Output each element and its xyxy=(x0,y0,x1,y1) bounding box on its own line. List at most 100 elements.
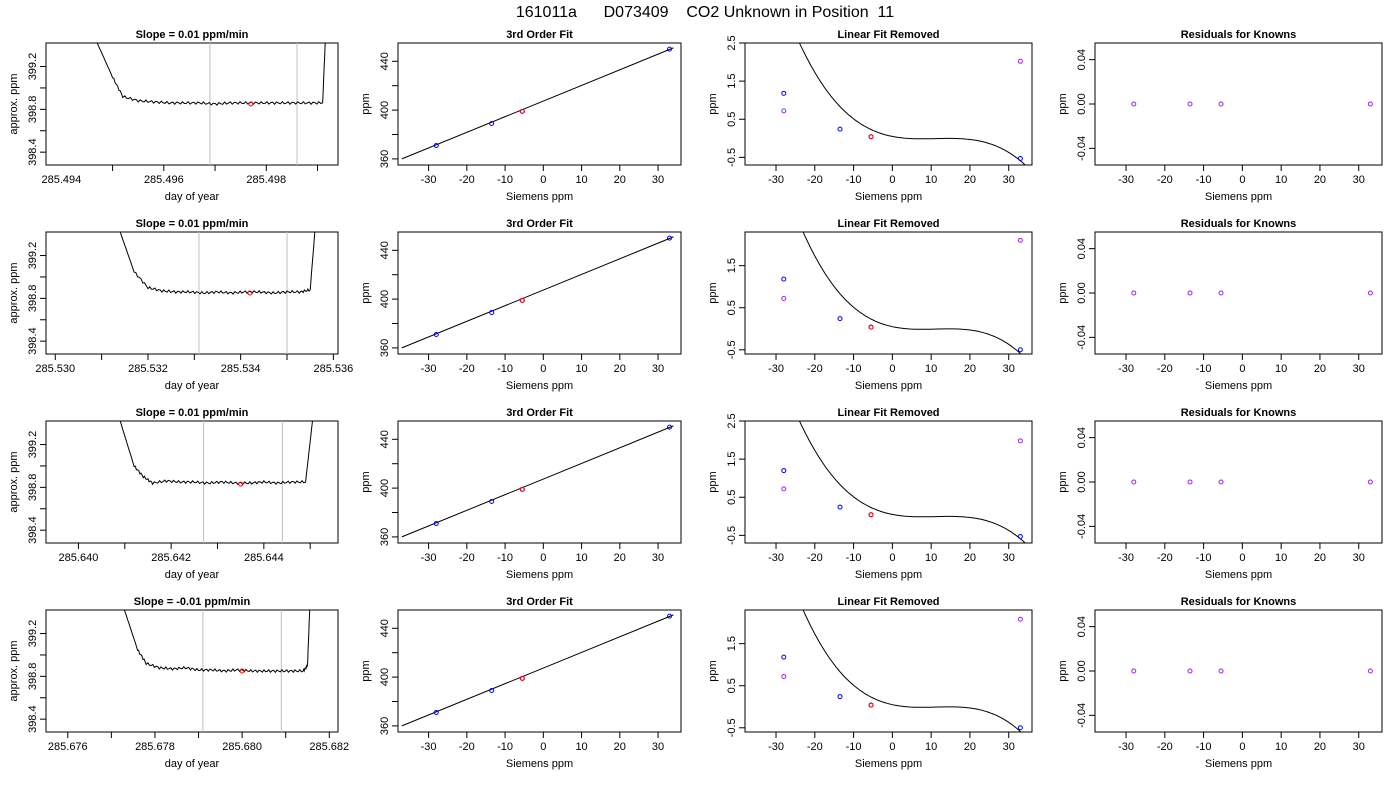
panel-title: Residuals for Knowns xyxy=(1181,596,1297,608)
panel-title: Linear Fit Removed xyxy=(837,29,939,41)
x-tick-label: 20 xyxy=(1314,552,1326,564)
x-tick-label: -20 xyxy=(459,363,475,375)
data-layer xyxy=(401,46,674,160)
data-layer xyxy=(781,43,1026,165)
x-tick-label: -20 xyxy=(1157,363,1173,375)
known-point xyxy=(433,331,439,337)
x-tick-label: -20 xyxy=(459,552,475,564)
y-tick-label: 440 xyxy=(379,241,391,259)
panel-title: Linear Fit Removed xyxy=(837,218,939,230)
x-tick-label: 10 xyxy=(1275,363,1287,375)
residual-point xyxy=(1367,668,1373,674)
y-axis-label: ppm xyxy=(360,282,372,303)
panel-title: Slope = 0.01 ppm/min xyxy=(136,29,249,41)
data-layer xyxy=(401,613,674,727)
y-axis-label: approx. ppm xyxy=(8,262,20,323)
residual-point xyxy=(1131,290,1137,296)
panel-row1-trace: Slope = 0.01 ppm/min 285.494 285.496 285.49… xyxy=(8,29,339,203)
x-axis-label: Siemens ppm xyxy=(506,380,573,392)
x-tick-label: 20 xyxy=(1314,363,1326,375)
plot-box xyxy=(744,42,1033,166)
x-tick-label: 30 xyxy=(1003,174,1015,186)
x-tick-label: 10 xyxy=(925,741,937,753)
panel-title: Residuals for Knowns xyxy=(1181,218,1297,230)
y-tick-label: 2.5 xyxy=(726,35,738,50)
y-tick-label: 0.5 xyxy=(726,300,738,315)
panel-title: Residuals for Knowns xyxy=(1181,407,1297,419)
x-tick-label: 285.644 xyxy=(244,552,284,564)
panel-title: Linear Fit Removed xyxy=(837,407,939,419)
x-axis-label: Siemens ppm xyxy=(1205,191,1272,203)
x-tick-label: 30 xyxy=(1353,552,1365,564)
x-tick-label: -20 xyxy=(1157,741,1173,753)
y-tick-label: 0.00 xyxy=(1076,93,1088,114)
pink-point xyxy=(1017,237,1023,243)
trace-line xyxy=(119,421,313,486)
plot-box xyxy=(45,42,339,166)
panel-title: Slope = -0.01 ppm/min xyxy=(134,596,251,608)
data-layer xyxy=(123,610,311,732)
panel-title: 3rd Order Fit xyxy=(506,29,573,41)
y-tick-label: 400 xyxy=(379,479,391,497)
y-tick-label: 398.4 xyxy=(27,705,39,733)
y-tick-label: 1.5 xyxy=(726,73,738,88)
x-tick-label: 0 xyxy=(1239,174,1245,186)
y-tick-label: -0.04 xyxy=(1076,514,1088,539)
x-tick-label: -30 xyxy=(768,363,784,375)
y-tick-label: 0.04 xyxy=(1076,427,1088,448)
x-tick-label: 285.494 xyxy=(41,174,81,186)
y-axis-label: ppm xyxy=(707,660,719,681)
data-layer xyxy=(401,424,674,538)
x-tick-label: 30 xyxy=(652,174,664,186)
y-axis-label: ppm xyxy=(707,471,719,492)
y-tick-label: -0.04 xyxy=(1076,703,1088,728)
x-axis-label: Siemens ppm xyxy=(855,569,922,581)
data-layer xyxy=(1131,101,1373,107)
y-tick-label: 399.2 xyxy=(27,431,39,459)
known-point xyxy=(667,424,673,430)
panel-title: 3rd Order Fit xyxy=(506,407,573,419)
panel-row1-fit: 3rd Order Fit -30 -20 -10 0 10 20 30 360 400 440 Si… xyxy=(360,29,682,203)
residual-point xyxy=(1187,479,1193,485)
panel-row2-trace: Slope = 0.01 ppm/min 285.530 285.532 285.53… xyxy=(8,218,353,392)
x-axis-label: Siemens ppm xyxy=(855,191,922,203)
x-tick-label: 285.676 xyxy=(48,741,88,753)
x-tick-label: 30 xyxy=(652,363,664,375)
x-tick-label: -10 xyxy=(846,363,862,375)
plot-box xyxy=(397,42,682,166)
x-tick-label: 30 xyxy=(1003,741,1015,753)
x-axis-label: Siemens ppm xyxy=(506,191,573,203)
x-tick-label: 285.536 xyxy=(313,363,353,375)
x-tick-label: 285.496 xyxy=(144,174,184,186)
plot-box xyxy=(45,420,339,544)
panel-title: 3rd Order Fit xyxy=(506,596,573,608)
x-tick-label: -10 xyxy=(846,552,862,564)
unknown-point xyxy=(519,675,525,681)
panel-row3-residuals: Residuals for Knowns -30 -20 -10 0 10 20 30 -0.0… xyxy=(1057,407,1383,581)
x-axis-label: Siemens ppm xyxy=(1205,380,1272,392)
x-tick-label: -30 xyxy=(1118,552,1134,564)
x-tick-label: 30 xyxy=(1353,363,1365,375)
known-point xyxy=(781,276,787,282)
residual-point xyxy=(1187,290,1193,296)
x-tick-label: 0 xyxy=(540,363,546,375)
residual-point xyxy=(1367,479,1373,485)
x-tick-label: 20 xyxy=(1314,741,1326,753)
panel-row1-residuals: Residuals for Knowns -30 -20 -10 0 10 20 30 -0.0… xyxy=(1057,29,1383,203)
y-tick-label: 398.4 xyxy=(27,138,39,166)
residual-point xyxy=(1131,668,1137,674)
panel-row1-removed: Linear Fit Removed -30 -20 -10 0 10 20 30 -0.5 0.… xyxy=(707,29,1033,203)
x-tick-label: -10 xyxy=(1196,363,1212,375)
y-axis-label: ppm xyxy=(1057,93,1069,114)
panel-title: 3rd Order Fit xyxy=(506,218,573,230)
cubic-curve xyxy=(802,610,1022,732)
y-tick-label: 400 xyxy=(379,668,391,686)
panels: Slope = 0.01 ppm/min 285.494 285.496 285.49… xyxy=(8,29,1383,770)
x-tick-label: -10 xyxy=(846,174,862,186)
x-tick-label: -30 xyxy=(421,174,437,186)
data-layer xyxy=(119,232,316,354)
panel-row4-removed: Linear Fit Removed -30 -20 -10 0 10 20 30 -0.5 0.… xyxy=(707,596,1033,770)
x-tick-label: 0 xyxy=(889,552,895,564)
y-tick-label: 440 xyxy=(379,52,391,70)
x-tick-label: 0 xyxy=(1239,741,1245,753)
